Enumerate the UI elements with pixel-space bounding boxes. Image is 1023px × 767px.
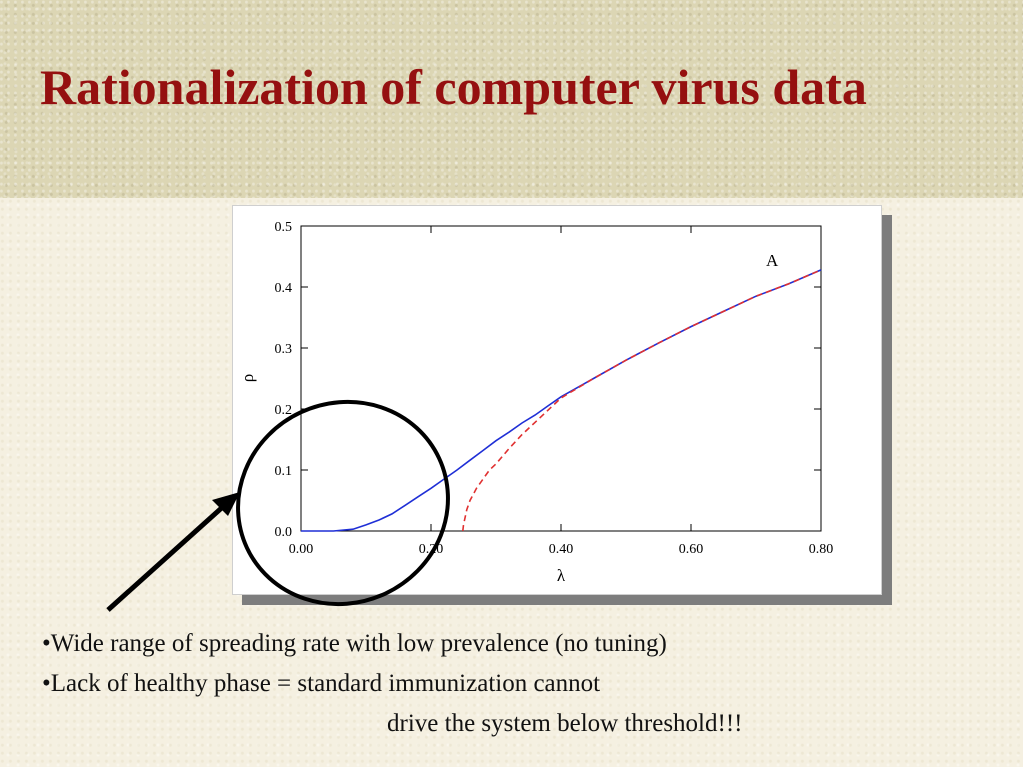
series-line-solid: [301, 269, 822, 532]
figure-panel: 0.00 0.20 0.40 0.60 0.80 0.0 0.1 0.2 0.3 0.4 0.5 A…: [232, 205, 882, 595]
figure-container: 0.00 0.20 0.40 0.60 0.80 0.0 0.1 0.2 0.3 0.4 0.5 A…: [232, 205, 892, 605]
slide-title: Rationalization of computer virus data: [40, 59, 867, 115]
x-tick-label: 0.20: [419, 542, 444, 557]
x-axis-label: λ: [557, 566, 566, 585]
title-banner: [0, 0, 1023, 198]
x-tick-label: 0.60: [679, 542, 704, 557]
y-tick-label: 0.0: [275, 525, 293, 540]
x-tick-label: 0.00: [289, 542, 314, 557]
x-tick-label: 0.80: [809, 542, 834, 557]
series-line-dashed: [462, 269, 822, 532]
axis-ticks: 0.00 0.20 0.40 0.60 0.80 0.0 0.1 0.2 0.3 0.4 0.5: [275, 220, 834, 557]
y-tick-label: 0.3: [275, 342, 293, 357]
chart-annotation: A: [766, 251, 779, 270]
y-axis-label: ρ: [238, 374, 257, 382]
y-tick-label: 0.4: [275, 281, 293, 296]
y-tick-label: 0.1: [275, 464, 293, 479]
bullet-item-1: •Wide range of spreading rate with low p…: [42, 630, 667, 657]
line-chart: 0.00 0.20 0.40 0.60 0.80 0.0 0.1 0.2 0.3 0.4 0.5 A…: [238, 220, 834, 585]
y-tick-label: 0.5: [275, 220, 293, 235]
chart-series: [301, 269, 822, 532]
x-tick-label: 0.40: [549, 542, 574, 557]
y-tick-label: 0.2: [275, 403, 293, 418]
plot-frame: [300, 225, 822, 532]
bullet-item-2: •Lack of healthy phase = standard immuni…: [42, 670, 601, 697]
bullet-item-2-continuation: drive the system below threshold!!!: [387, 710, 743, 737]
